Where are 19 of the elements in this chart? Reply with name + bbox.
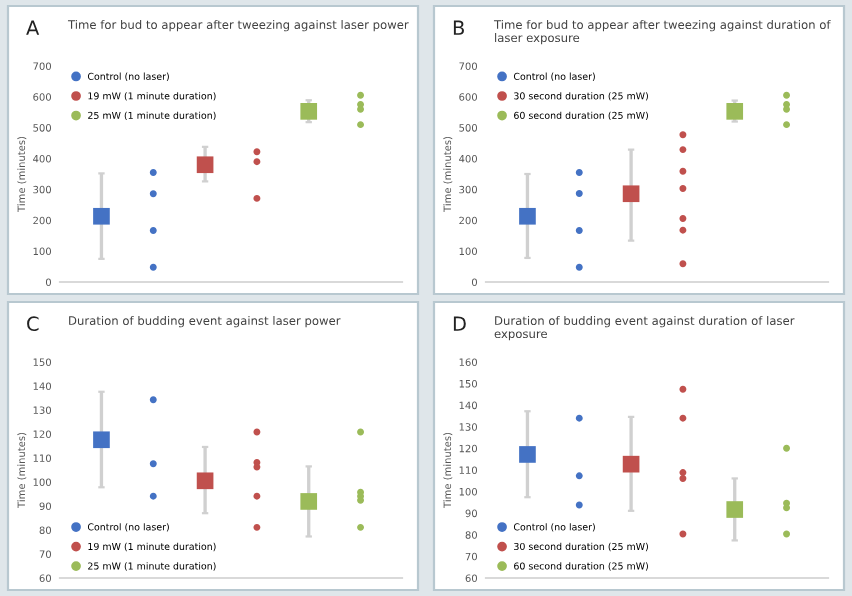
point [622,455,640,473]
point [519,207,536,225]
point [679,214,687,222]
point [300,493,318,510]
point [679,226,687,234]
point [93,207,110,225]
point [726,103,744,120]
text: A [26,20,40,35]
point [93,431,110,449]
point [519,446,536,463]
point [196,472,214,490]
text: C [27,316,39,332]
point [196,156,214,174]
point [300,103,318,120]
text: D [453,316,466,331]
point [622,185,640,203]
point [679,260,687,268]
point [726,501,744,518]
text: B [453,20,464,35]
